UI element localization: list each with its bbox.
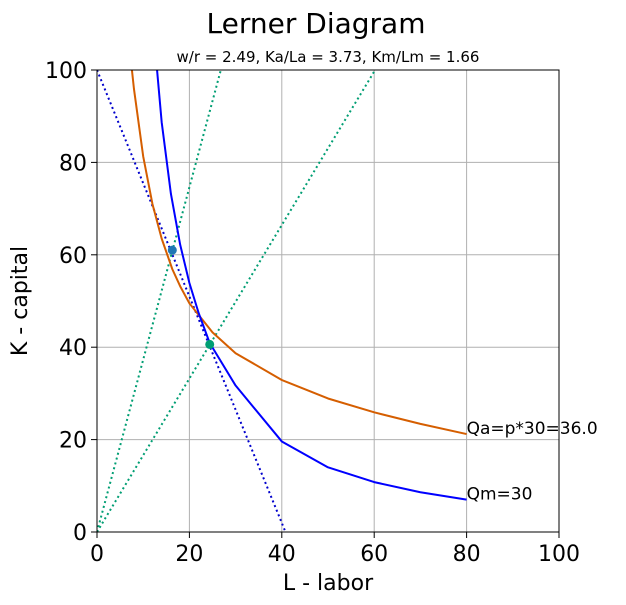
x-tick-label: 80: [453, 542, 481, 567]
ray-line: [97, 70, 376, 532]
plot-frame: [96, 69, 560, 533]
grid: [96, 69, 560, 533]
x-tick-label: 60: [360, 542, 388, 567]
axis-ticks: 0 20 40 60 80 100 0 20 40 60 80 100: [45, 59, 580, 567]
isocost-line: [97, 70, 287, 532]
qa-isoquant-curve: [130, 70, 467, 436]
ray-line: [97, 70, 222, 532]
y-tick-label: 0: [73, 521, 87, 546]
chart-subtitle: w/r = 2.49, Ka/La = 3.73, Km/Lm = 1.66: [177, 48, 480, 66]
x-tick-label: 0: [90, 542, 104, 567]
curve-annotations: Qa=p*30=36.0 Qm=30: [467, 419, 598, 505]
x-tick-label: 100: [538, 542, 580, 567]
x-axis-label: L - labor: [283, 571, 374, 596]
y-tick-label: 100: [45, 59, 87, 84]
y-tick-label: 60: [59, 244, 87, 269]
tangency-point: [167, 245, 177, 255]
curve-label: Qm=30: [467, 485, 533, 505]
curve-label: Qa=p*30=36.0: [467, 419, 598, 439]
y-tick-label: 80: [59, 151, 87, 176]
x-tick-label: 20: [175, 542, 203, 567]
y-tick-label: 40: [59, 336, 87, 361]
chart-title: Lerner Diagram: [207, 7, 426, 40]
tangency-point: [205, 339, 215, 349]
equilibrium-points: [167, 245, 215, 349]
y-tick-label: 20: [59, 429, 87, 454]
x-tick-label: 40: [268, 542, 296, 567]
y-axis-label: K - capital: [8, 246, 33, 356]
